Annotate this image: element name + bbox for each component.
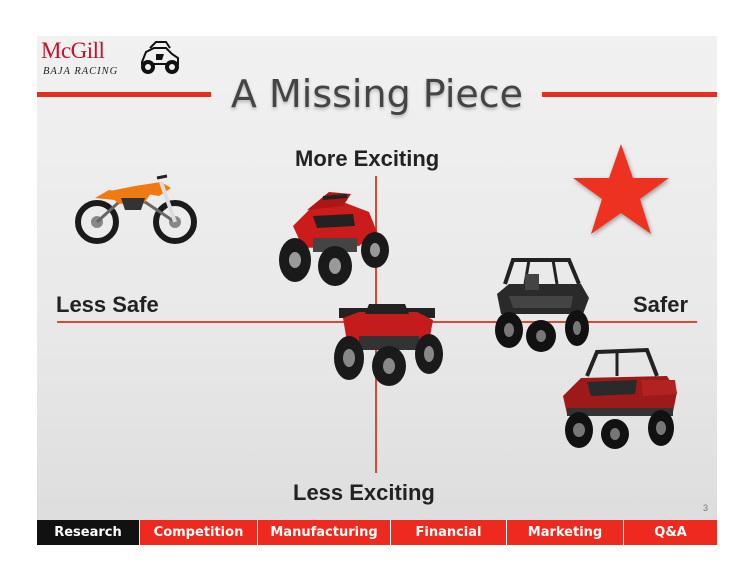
utv-image xyxy=(563,347,677,449)
axis-label-top: More Exciting xyxy=(295,146,440,171)
nav-tab-research[interactable]: Research xyxy=(37,520,140,545)
page-number: 3 xyxy=(703,503,709,513)
axis-label-left: Less Safe xyxy=(56,292,159,317)
nav-tab-qa[interactable]: Q&A xyxy=(624,520,717,545)
nav-tab-manufacturing[interactable]: Manufacturing xyxy=(258,520,391,545)
mcgill-baja-logo: McGill BAJA RACING xyxy=(41,38,191,88)
axis-label-bottom: Less Exciting xyxy=(293,480,435,505)
section-nav-bar: Research Competition Manufacturing Finan… xyxy=(37,520,717,545)
nav-tab-financial[interactable]: Financial xyxy=(391,520,507,545)
slide-title: A Missing Piece xyxy=(230,72,524,116)
title-rule-left xyxy=(37,92,211,97)
logo-wordmark: McGill xyxy=(41,38,105,63)
title-rule-right xyxy=(542,92,717,97)
axis-label-right: Safer xyxy=(633,292,689,317)
sport-atv-image xyxy=(279,192,389,286)
nav-tab-marketing[interactable]: Marketing xyxy=(507,520,624,545)
utility-atv-image xyxy=(334,304,443,386)
logo-subtitle: BAJA RACING xyxy=(43,66,119,77)
dirt-bike-image xyxy=(75,174,197,244)
star-icon xyxy=(573,144,669,234)
baja-buggy-icon xyxy=(141,41,179,74)
side-by-side-image xyxy=(495,258,589,352)
nav-tab-competition[interactable]: Competition xyxy=(140,520,258,545)
slide: McGill BAJA RACING A Missing Piece More … xyxy=(37,36,717,545)
